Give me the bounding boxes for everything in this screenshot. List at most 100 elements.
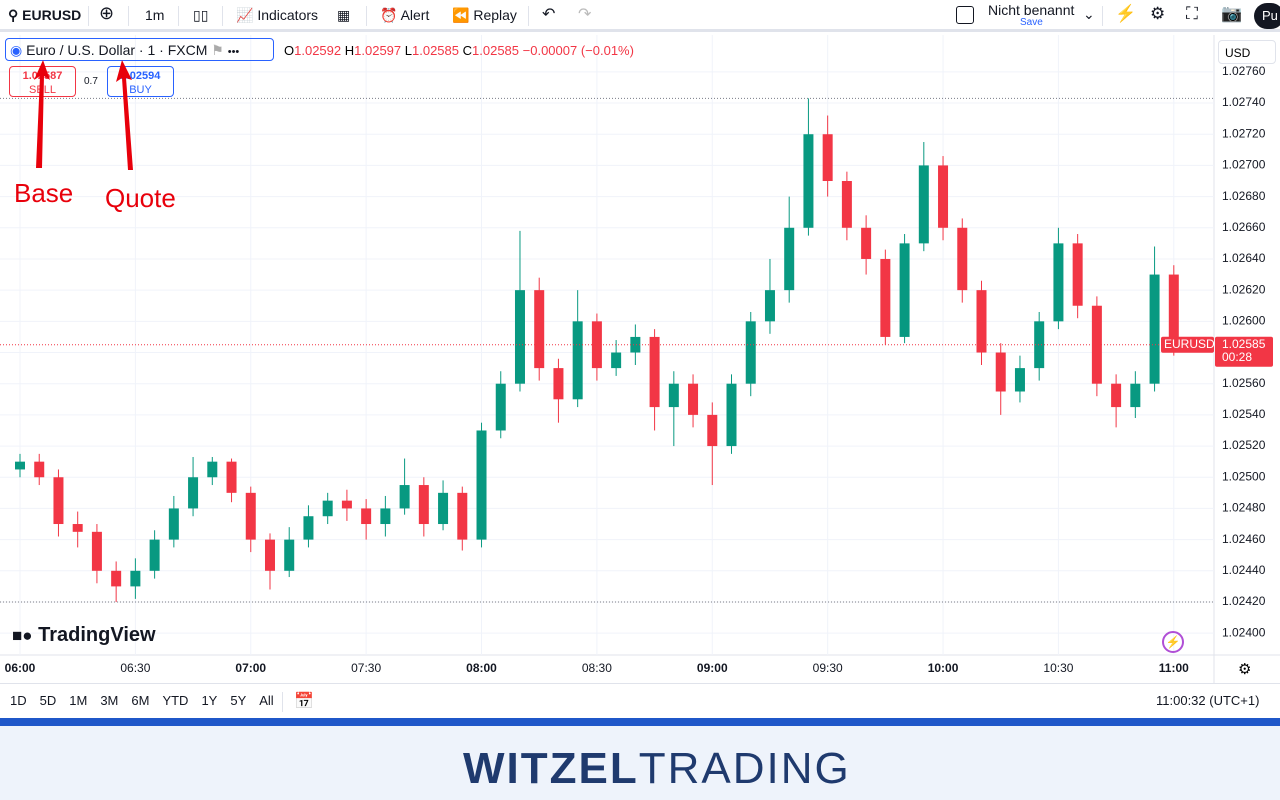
c-value: 1.02585 [472, 43, 520, 58]
y-tick-label: 1.02760 [1222, 64, 1266, 78]
candle-body [322, 500, 333, 517]
profile[interactable]: Pu [1254, 3, 1280, 29]
candle-body [264, 539, 275, 571]
watermark: ■● TradingView [12, 624, 156, 647]
x-tick-label: 06:30 [120, 661, 150, 675]
candle-body [245, 492, 256, 540]
candle-body [284, 539, 295, 571]
goto-date[interactable]: 📅 [294, 693, 314, 710]
candle-body [899, 243, 910, 337]
candle-body [438, 492, 449, 525]
chart-type[interactable]: ▯▯ [193, 7, 209, 23]
range-button[interactable]: All [259, 693, 274, 708]
candle-body [707, 414, 718, 447]
quick-search[interactable]: ⚡ [1115, 4, 1137, 23]
candle-body [380, 508, 391, 525]
candle-body [630, 336, 641, 353]
y-tick-label: 1.02700 [1222, 158, 1266, 172]
x-tick-label: 09:00 [697, 661, 728, 675]
candle-body [976, 290, 987, 353]
redo[interactable]: ↷ [578, 6, 592, 23]
alert-icon[interactable]: ⚡ [1162, 631, 1184, 653]
candle-body [880, 258, 891, 337]
add-symbol[interactable]: ⊕ [99, 3, 115, 23]
indicators[interactable]: 📈 Indicators [236, 7, 319, 23]
candle-body [72, 524, 83, 532]
candle-body [399, 485, 410, 509]
price-tag [1215, 336, 1273, 367]
o-label: O [284, 43, 295, 58]
range-button[interactable]: 5D [39, 693, 57, 708]
y-tick-label: 1.02420 [1222, 594, 1266, 608]
interval[interactable]: 1m [145, 7, 165, 23]
layouts[interactable]: ▦ [337, 7, 351, 23]
candle-body [784, 227, 795, 291]
chart: 1.02400 1.02420 1.02440 1.02460 1.02480 1.025… [0, 35, 1280, 683]
undo[interactable]: ↶ [542, 6, 556, 23]
snapshot[interactable]: 📷 [1221, 4, 1243, 23]
o-value: 1.02592 [294, 43, 342, 58]
range-button[interactable]: 3M [100, 693, 119, 708]
x-tick-label: 09:30 [813, 661, 843, 675]
candle-body [34, 461, 45, 478]
candle-body [1149, 274, 1160, 384]
candle-body [457, 492, 468, 540]
buy-label: BUY [129, 84, 152, 96]
y-tick-label: 1.02500 [1222, 469, 1266, 483]
range-button[interactable]: 5Y [230, 693, 247, 708]
symbol-title-box[interactable] [5, 38, 274, 61]
indicators-label: Indicators [257, 7, 319, 23]
candle-body [649, 336, 660, 408]
layout-menu[interactable]: ⌄ [1083, 6, 1095, 22]
y-tick-label: 1.02640 [1222, 251, 1266, 265]
symbol: EURUSD [22, 7, 82, 23]
settings[interactable]: ⚙ [1150, 4, 1166, 23]
candle-body [572, 321, 583, 400]
x-tick-label: 11:00 [1159, 661, 1189, 675]
range-button[interactable]: 1M [69, 693, 88, 708]
range-button[interactable]: 1D [10, 693, 27, 708]
candle-body [764, 290, 775, 322]
price-tag-value: 1.02585 [1222, 337, 1266, 351]
y-tick-label: 1.02480 [1222, 501, 1266, 515]
candle-body [938, 165, 949, 228]
y-tick-label: 1.02440 [1222, 563, 1266, 577]
watermark-text: TradingView [38, 624, 156, 646]
layout-checkbox[interactable] [956, 6, 974, 24]
annotation-base: Base [14, 178, 74, 208]
more: ••• [227, 46, 240, 58]
currency-button[interactable]: USD [1218, 40, 1276, 64]
range-button[interactable]: 1Y [201, 693, 218, 708]
candle-body [1053, 243, 1064, 322]
y-tick-label: 1.02620 [1222, 282, 1266, 296]
brand: WITZELTRADING [463, 744, 851, 794]
alert-label: Alert [400, 7, 430, 23]
axis-settings[interactable]: ⚙ [1238, 661, 1252, 678]
layout-name[interactable]: Nicht benannt [988, 2, 1075, 18]
save[interactable]: Save [1020, 17, 1043, 28]
candle-body [534, 290, 545, 369]
symbol-search[interactable]: ⚲ EURUSD [8, 7, 82, 23]
candle-body [1014, 368, 1025, 392]
candle-body [668, 383, 679, 408]
candle-body [111, 570, 122, 587]
ohlc-legend: O1.02592 H1.02597 L1.02585 C1.02585 −0.0… [284, 43, 634, 58]
range-button[interactable]: 6M [131, 693, 150, 708]
flag: ◉ [10, 42, 23, 58]
watermark-logo: ■● [12, 626, 33, 645]
y-tick-label: 1.02560 [1222, 376, 1266, 390]
y-tick-label: 1.02460 [1222, 532, 1266, 546]
price-tag-countdown: 00:28 [1222, 350, 1252, 364]
c-label: C [462, 43, 473, 58]
fullscreen[interactable]: ⛶ [1186, 4, 1198, 23]
range-button[interactable]: YTD [162, 693, 189, 708]
alert[interactable]: ⏰ Alert [380, 7, 430, 23]
l-value: 1.02585 [412, 43, 459, 58]
candle-body [15, 461, 25, 470]
candle-body [226, 461, 237, 493]
toolbar: ⚲ EURUSD ⊕ 1m ▯▯ 📈 Indicators ▦ ⏰ Alert … [0, 0, 1280, 32]
candle-body [803, 134, 814, 228]
candle-body [726, 383, 737, 447]
replay[interactable]: ⏪ Replay [452, 7, 517, 23]
candle-body [207, 461, 218, 478]
